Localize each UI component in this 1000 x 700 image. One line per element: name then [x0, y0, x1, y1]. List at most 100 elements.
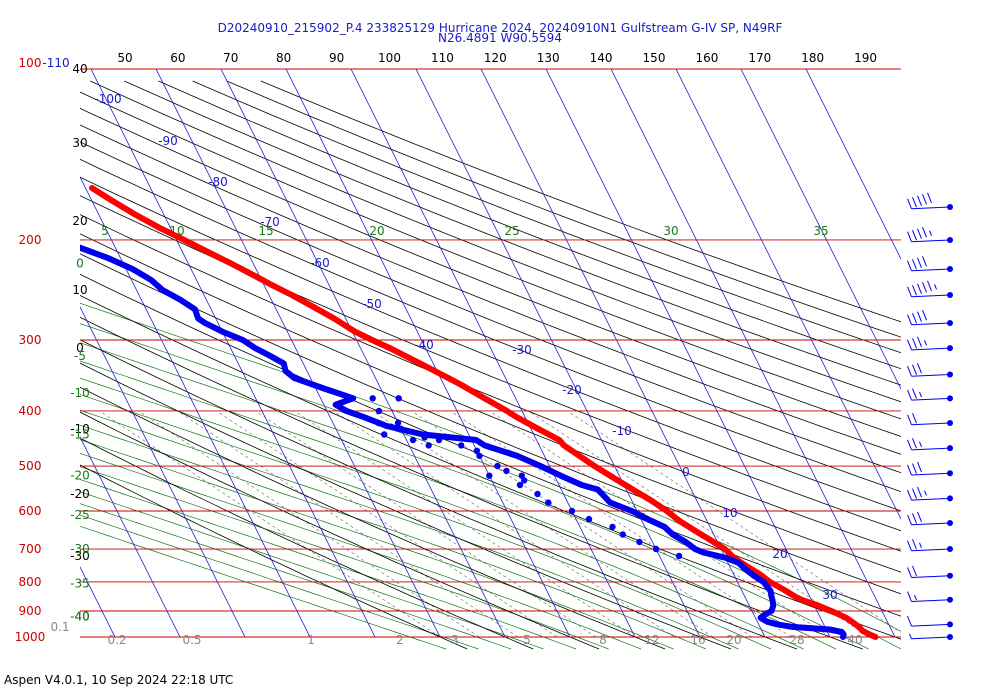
isotherm-label: 20 — [772, 547, 787, 561]
wind-barb-feather — [917, 195, 922, 206]
wind-barb-feather — [917, 257, 922, 268]
dewpoint-point — [609, 523, 616, 531]
dry-adiabat-line — [80, 214, 901, 552]
wind-barb — [907, 310, 953, 326]
mixing-ratio-line — [216, 410, 558, 638]
dry-adiabat-line — [80, 158, 901, 493]
mixing-ratio-label: 0.2 — [107, 633, 126, 647]
wind-barb-feather — [907, 591, 912, 602]
isotherm-label: -30 — [512, 343, 532, 357]
isotherm-line — [80, 566, 116, 638]
wind-barb-feather — [912, 230, 917, 241]
wind-barb-feather — [912, 197, 917, 208]
wind-barb-half-feather — [914, 594, 917, 601]
wind-barb-feather — [907, 198, 912, 209]
wind-barb-half-feather — [929, 230, 932, 236]
isotherm-label: -90 — [158, 134, 178, 148]
moist-adiabat-line — [80, 377, 804, 650]
top-axis-label: 160 — [695, 51, 718, 65]
top-axis-label: 140 — [590, 51, 613, 65]
top-axis-label: 80 — [276, 51, 291, 65]
top-axis-label: 70 — [223, 51, 238, 65]
wind-barb-feather — [917, 311, 922, 322]
dewpoint-point — [545, 499, 552, 506]
moist-label: 0 — [76, 256, 84, 270]
wind-barb-feather — [907, 615, 912, 627]
pressure-label: 800 — [19, 575, 42, 589]
mixing-ratio-line — [177, 410, 519, 638]
wind-barb-feather — [907, 286, 912, 297]
dewpoint-point — [473, 447, 481, 454]
theta-e-label: 5 — [101, 224, 109, 238]
wind-barb-half-feather — [924, 490, 927, 496]
dewpoint-point — [636, 538, 643, 546]
top-axis-label: 90 — [329, 51, 344, 65]
wind-barb-staff — [911, 575, 951, 578]
wind-barb-feather — [917, 363, 922, 374]
wind-barb-feather — [912, 565, 917, 577]
wind-barb-feather — [912, 438, 917, 449]
wind-barb-feather — [912, 463, 917, 474]
dewpoint-point — [409, 436, 417, 444]
wind-barb — [907, 256, 953, 273]
theta-e-label: 15 — [258, 224, 273, 238]
isotherm-label: -80 — [208, 175, 228, 189]
wind-barb-staff — [911, 548, 951, 552]
moist-adiabat-line — [80, 409, 739, 650]
dewpoint-point — [425, 442, 432, 449]
wind-barb-staff — [911, 599, 951, 603]
isotherms — [80, 69, 901, 638]
mixing-ratio-label: 28 — [789, 633, 804, 647]
mixing-ratio-line — [99, 410, 441, 638]
moist-adiabat-line — [80, 394, 772, 650]
dry-adiabat-line — [80, 386, 666, 650]
isotherm-line — [415, 69, 701, 638]
pressure-label: 200 — [19, 233, 42, 247]
wind-barb-feather — [922, 310, 927, 321]
wind-barb-feather — [907, 414, 912, 425]
wind-barb-half-feather — [919, 441, 922, 448]
wind-barb-feather — [917, 486, 922, 498]
moist-adiabat-line — [80, 342, 869, 650]
wind-barb-feather — [912, 364, 917, 375]
dewpoint-point — [394, 419, 402, 427]
wind-barb-feather — [917, 511, 922, 522]
dry-adiabat-line — [80, 107, 901, 437]
wind-barb-feather — [922, 227, 927, 238]
wind-barb — [909, 633, 953, 640]
dewpoint-point — [375, 407, 383, 415]
moist-label: -30 — [70, 542, 90, 556]
dewpoint-point — [503, 467, 510, 475]
isotherm-label: -50 — [362, 297, 382, 311]
wind-barb-feather — [912, 285, 917, 296]
wind-barb-feather — [917, 283, 922, 294]
top-axis-label: 190 — [854, 51, 877, 65]
wind-barb-feather — [907, 314, 912, 325]
wind-barb-staff — [911, 294, 951, 298]
wind-barb-feather — [907, 260, 912, 271]
isotherm-line — [285, 69, 571, 638]
top-axis-label: 110 — [431, 51, 454, 65]
dewpoint-point — [435, 436, 443, 444]
wind-barb — [907, 539, 953, 553]
isotherm-line — [610, 69, 896, 638]
dry-adiabat-line — [260, 80, 901, 323]
isotherm-line — [80, 306, 246, 638]
mixing-ratio-line — [294, 410, 636, 638]
wind-barb — [907, 615, 953, 628]
wind-barb-feather — [912, 338, 917, 349]
top-axis-label: 150 — [643, 51, 666, 65]
pressure-label: 600 — [19, 504, 42, 518]
theta-e-label: 20 — [369, 224, 384, 238]
wind-barb-staff — [911, 497, 951, 501]
wind-barb-feather — [912, 513, 917, 524]
isotherm-label: 10 — [722, 506, 737, 520]
isotherm-label: -10 — [612, 424, 632, 438]
wind-barb-staff — [911, 422, 951, 426]
mixing-ratio-line — [567, 410, 901, 633]
wind-barb-feather — [907, 464, 912, 476]
wind-barb — [907, 227, 953, 243]
dewpoint-point — [494, 462, 501, 470]
mixing-ratio-lines — [99, 410, 901, 638]
dry-adiabat-line — [192, 80, 901, 354]
